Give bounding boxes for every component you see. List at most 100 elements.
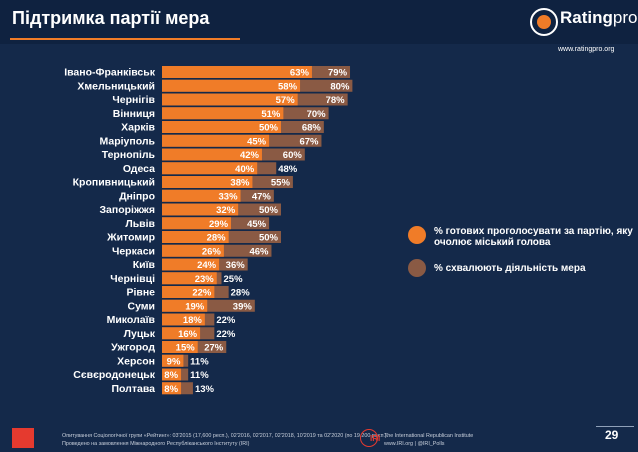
- data-label-approve: 79%: [328, 68, 348, 79]
- category-label: Житомир: [106, 232, 155, 244]
- category-label: Івано-Франківськ: [64, 67, 156, 79]
- data-label-vote: 42%: [240, 150, 260, 161]
- data-label-vote: 23%: [195, 274, 215, 285]
- iri-links: www.IRI.org | @IRI_Polls: [384, 441, 445, 447]
- bar-vote: [162, 93, 298, 106]
- category-label: Рівне: [126, 287, 155, 299]
- bar-vote: [162, 66, 312, 78]
- bar-vote: [162, 231, 229, 243]
- iri-name: The International Republican Institute: [384, 433, 474, 439]
- category-label: Запоріжжя: [99, 204, 155, 216]
- data-label-vote: 63%: [290, 68, 310, 79]
- category-label: Сєвєродонецьк: [73, 369, 155, 381]
- bar-vote: [162, 79, 301, 92]
- category-label: Тернопіль: [102, 149, 156, 161]
- bar-vote: [162, 148, 262, 161]
- bar-vote: [162, 203, 239, 216]
- bar-vote: [162, 162, 258, 175]
- category-label: Кропивницький: [73, 177, 155, 189]
- data-label-vote: 15%: [176, 343, 196, 354]
- category-label: Хмельницький: [77, 80, 155, 92]
- data-label-vote: 9%: [167, 356, 181, 367]
- data-label-approve: 80%: [330, 81, 350, 92]
- category-label: Львів: [125, 218, 155, 230]
- data-label-approve: 39%: [233, 301, 253, 312]
- data-label-vote: 57%: [276, 95, 296, 106]
- bar-vote: [162, 217, 232, 230]
- data-label-vote: 33%: [219, 191, 239, 202]
- data-label-approve: 47%: [252, 191, 272, 202]
- data-label-approve: 55%: [271, 178, 291, 189]
- data-label-vote: 22%: [192, 288, 212, 299]
- bar-vote: [162, 313, 205, 326]
- category-label: Чернігів: [112, 94, 155, 106]
- bar-vote: [162, 327, 201, 340]
- category-label: Вінниця: [113, 108, 155, 120]
- ratingpro-logo-word: Ratingpro: [560, 8, 638, 27]
- category-label: Миколаїв: [107, 314, 156, 326]
- bar-vote: [162, 354, 184, 367]
- data-label-vote: 51%: [261, 109, 281, 120]
- bar-vote: [162, 299, 208, 312]
- data-label-approve: 45%: [247, 219, 267, 230]
- category-label: Ужгород: [111, 342, 155, 354]
- footer-source: Опитування Соціологічної групи «Рейтинг»…: [62, 432, 388, 448]
- data-label-approve: 78%: [326, 95, 346, 106]
- data-label-vote: 26%: [202, 246, 222, 257]
- data-label-vote: 50%: [259, 123, 279, 134]
- data-label-approve: 70%: [307, 109, 327, 120]
- data-label-approve: 13%: [195, 384, 215, 395]
- category-label: Дніпро: [119, 190, 155, 202]
- data-label-approve: 36%: [226, 260, 246, 271]
- category-label: Луцьк: [124, 328, 156, 340]
- bar-vote: [162, 258, 220, 271]
- data-label-vote: 40%: [235, 164, 255, 175]
- data-label-vote: 29%: [209, 219, 229, 230]
- bar-vote: [162, 272, 217, 285]
- data-label-vote: 38%: [230, 178, 250, 189]
- category-label: Херсон: [117, 355, 155, 367]
- category-label: Харків: [121, 122, 155, 134]
- category-label: Київ: [133, 259, 156, 271]
- bar-vote: [162, 176, 253, 188]
- data-label-approve: 11%: [190, 370, 209, 381]
- bar-vote: [162, 121, 281, 133]
- data-label-vote: 45%: [247, 136, 267, 147]
- data-label-vote: 8%: [164, 384, 178, 395]
- legend-swatch-vote: [408, 226, 426, 244]
- category-label: Полтава: [111, 383, 155, 395]
- bar-vote: [162, 286, 215, 298]
- data-label-approve: 22%: [216, 315, 236, 326]
- bar-vote: [162, 107, 284, 120]
- data-label-vote: 24%: [197, 260, 217, 271]
- bar-chart: Івано-Франківськ 63% 79% Хмельницький 58% 80%…: [64, 66, 353, 395]
- iri-logo-text: IRI: [370, 434, 381, 443]
- iri-info: The International Republican Institute w…: [384, 432, 473, 448]
- data-label-vote: 58%: [278, 81, 298, 92]
- category-label: Чернівці: [110, 273, 155, 285]
- data-label-approve: 28%: [231, 288, 251, 299]
- legend-label-approve: % схвалюють діяльність мера: [434, 263, 586, 274]
- data-label-approve: 60%: [283, 150, 303, 161]
- data-label-vote: 19%: [185, 301, 205, 312]
- category-label: Одеса: [123, 163, 155, 175]
- footer-source-line1: Опитування Соціологічної групи «Рейтинг»…: [62, 433, 389, 439]
- data-label-approve: 27%: [204, 343, 224, 354]
- bar-vote: [162, 368, 182, 381]
- page-number-divider: [596, 426, 634, 427]
- category-label: Маріуполь: [99, 135, 155, 147]
- footer: Опитування Соціологічної групи «Рейтинг»…: [0, 425, 638, 452]
- bar-vote: [162, 189, 241, 202]
- footer-source-line2: Проведено на замовлення Міжнародного Рес…: [62, 441, 250, 447]
- bar-vote: [162, 341, 198, 353]
- page-title: Підтримка партії мера: [12, 8, 210, 28]
- legend-swatch-approve: [408, 259, 426, 277]
- data-label-approve: 25%: [224, 274, 244, 285]
- ratingpro-url: www.ratingpro.org: [558, 46, 615, 53]
- ratingpro-logo: Ratingpro www.ratingpro.org: [530, 6, 638, 62]
- data-label-approve: 68%: [302, 123, 322, 134]
- bar-vote: [162, 382, 182, 395]
- data-label-approve: 11%: [190, 356, 209, 367]
- page-number: 29: [605, 428, 619, 442]
- category-label: Суми: [127, 300, 155, 312]
